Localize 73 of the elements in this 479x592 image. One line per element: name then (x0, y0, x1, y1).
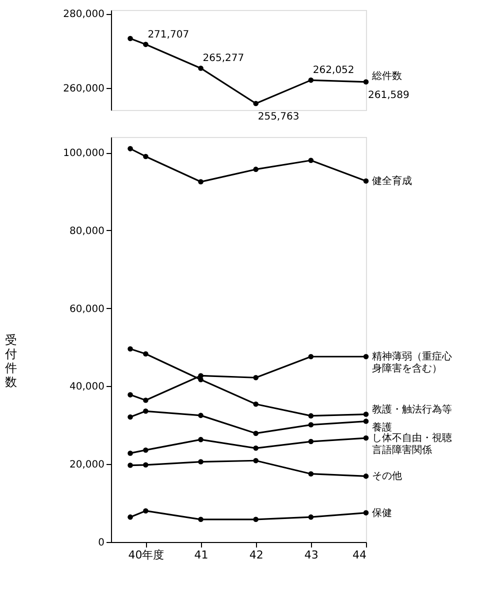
data-label: 255,763 (258, 111, 300, 122)
series-label: その他 (372, 470, 402, 482)
point (128, 462, 133, 468)
point (308, 471, 314, 476)
point (128, 392, 133, 398)
point (128, 414, 133, 420)
data-label: 271,707 (148, 29, 190, 40)
point (253, 402, 258, 407)
point (308, 78, 314, 83)
point (143, 447, 148, 453)
point (143, 351, 148, 357)
point (143, 408, 148, 414)
point (198, 436, 204, 442)
data-label: 265,277 (202, 53, 244, 64)
point (363, 412, 369, 417)
point (308, 413, 314, 418)
point (253, 516, 258, 522)
y-tick-label: 20,000 (70, 460, 104, 471)
point (253, 446, 258, 451)
point (363, 178, 369, 184)
x-tick-label: 41 (194, 548, 208, 562)
point (253, 166, 258, 172)
series-label: 保健 (372, 508, 392, 519)
point (308, 354, 314, 360)
point (363, 418, 369, 424)
point (253, 375, 258, 380)
point (363, 435, 369, 441)
x-tick-label: 40年度 (128, 548, 164, 562)
point (128, 36, 133, 42)
point (253, 430, 258, 436)
y-axis-title: 受付件数 (4, 333, 18, 389)
x-tick-label: 43 (304, 548, 318, 562)
point (128, 146, 133, 152)
y-tick-label: 60,000 (70, 304, 104, 315)
series-label: 健全育成 (372, 175, 412, 188)
point (363, 510, 369, 516)
data-label: 262,052 (312, 65, 354, 76)
point (128, 450, 133, 456)
point (308, 438, 314, 444)
point (143, 398, 148, 403)
series-label: 教護・触法行為等 (372, 403, 452, 416)
series-label: 総件数 (371, 70, 402, 82)
point (143, 42, 148, 48)
y-tick-label: 280,000 (63, 9, 104, 20)
point (308, 422, 314, 428)
point (308, 158, 314, 164)
series-label: 精神薄弱（重症心身障害を含む） (372, 350, 452, 375)
point (128, 514, 133, 520)
x-tick-label: 44 (352, 548, 366, 562)
point (198, 412, 204, 418)
point (253, 458, 258, 464)
series-label: 養護 (372, 421, 392, 434)
x-tick-label: 42 (249, 548, 264, 562)
point (308, 514, 314, 520)
point (198, 459, 204, 464)
y-tick-label: 80,000 (70, 226, 104, 237)
point (198, 66, 204, 71)
y-tick-label: 100,000 (63, 148, 104, 160)
point (198, 179, 204, 184)
point (363, 79, 369, 85)
y-tick-label: 0 (98, 538, 104, 548)
point (253, 100, 258, 106)
data-label: 261,589 (368, 90, 410, 101)
point (143, 154, 148, 160)
point (143, 462, 148, 468)
y-tick-label: 40,000 (70, 382, 104, 393)
series-label: し体不自由・視聴言語障害関係 (372, 432, 452, 456)
point (143, 508, 148, 514)
point (128, 346, 133, 352)
point (363, 474, 369, 479)
point (363, 354, 369, 360)
point (198, 516, 204, 522)
y-tick-label: 260,000 (63, 83, 104, 94)
